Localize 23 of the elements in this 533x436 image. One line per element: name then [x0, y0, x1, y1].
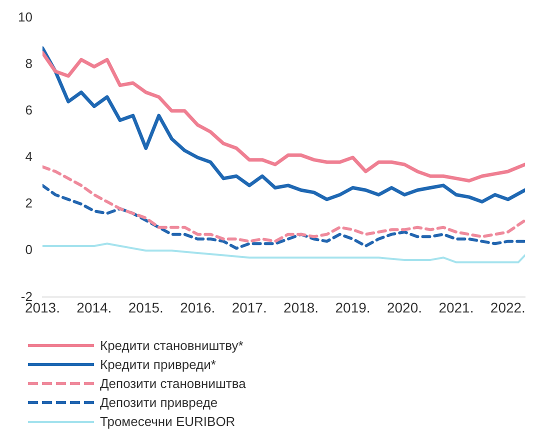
legend-label: Кредити привреди* — [100, 357, 216, 372]
x-tick-label: 2017. — [232, 299, 267, 316]
legend-label: Кредити становништву* — [100, 338, 244, 353]
y-tick-label: -2 — [20, 288, 32, 304]
legend-label: Тромесечни EURIBOR — [100, 414, 236, 429]
x-tick-label: 2020. — [386, 299, 422, 316]
x-tick-label: 2021. — [438, 299, 474, 316]
x-tick-label: 2014. — [76, 299, 112, 316]
legend-label: Депозити становништва — [100, 376, 246, 391]
x-tick-label: 2019. — [335, 299, 370, 316]
y-tick-label: 0 — [25, 242, 32, 258]
y-tick-label: 6 — [25, 102, 32, 118]
x-tick-label: 2018. — [284, 299, 319, 316]
x-tick-label: 2016. — [180, 299, 216, 316]
legend-label: Депозити привреде — [100, 395, 218, 410]
line-series — [42, 184, 525, 250]
x-tick-label: 2015. — [128, 299, 164, 316]
line-series — [42, 165, 525, 243]
y-tick-label: 2 — [25, 196, 32, 211]
x-tick-label: 2022. — [490, 299, 526, 316]
y-tick-label: 10 — [18, 9, 32, 24]
y-tick-label: 4 — [25, 149, 32, 164]
y-tick-label: 8 — [25, 56, 32, 71]
